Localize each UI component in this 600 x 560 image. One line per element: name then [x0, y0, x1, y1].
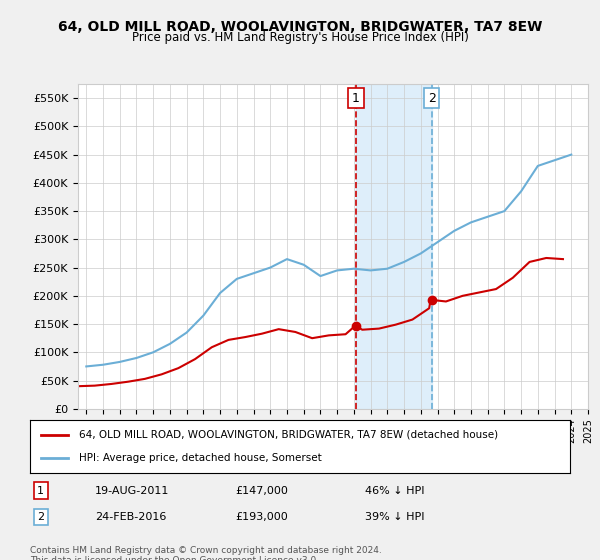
Text: 19-AUG-2011: 19-AUG-2011 [95, 486, 169, 496]
Text: Contains HM Land Registry data © Crown copyright and database right 2024.
This d: Contains HM Land Registry data © Crown c… [30, 546, 382, 560]
Text: 1: 1 [352, 92, 360, 105]
Text: 64, OLD MILL ROAD, WOOLAVINGTON, BRIDGWATER, TA7 8EW (detached house): 64, OLD MILL ROAD, WOOLAVINGTON, BRIDGWA… [79, 430, 498, 440]
Text: 64, OLD MILL ROAD, WOOLAVINGTON, BRIDGWATER, TA7 8EW: 64, OLD MILL ROAD, WOOLAVINGTON, BRIDGWA… [58, 20, 542, 34]
Text: £193,000: £193,000 [235, 512, 288, 522]
Text: 39% ↓ HPI: 39% ↓ HPI [365, 512, 424, 522]
Text: 46% ↓ HPI: 46% ↓ HPI [365, 486, 424, 496]
Text: 2: 2 [428, 92, 436, 105]
Text: £147,000: £147,000 [235, 486, 288, 496]
Bar [356, 84, 431, 409]
Text: Price paid vs. HM Land Registry's House Price Index (HPI): Price paid vs. HM Land Registry's House … [131, 31, 469, 44]
Text: 2: 2 [37, 512, 44, 522]
Text: HPI: Average price, detached house, Somerset: HPI: Average price, detached house, Some… [79, 453, 322, 463]
Text: 24-FEB-2016: 24-FEB-2016 [95, 512, 166, 522]
Text: 1: 1 [37, 486, 44, 496]
